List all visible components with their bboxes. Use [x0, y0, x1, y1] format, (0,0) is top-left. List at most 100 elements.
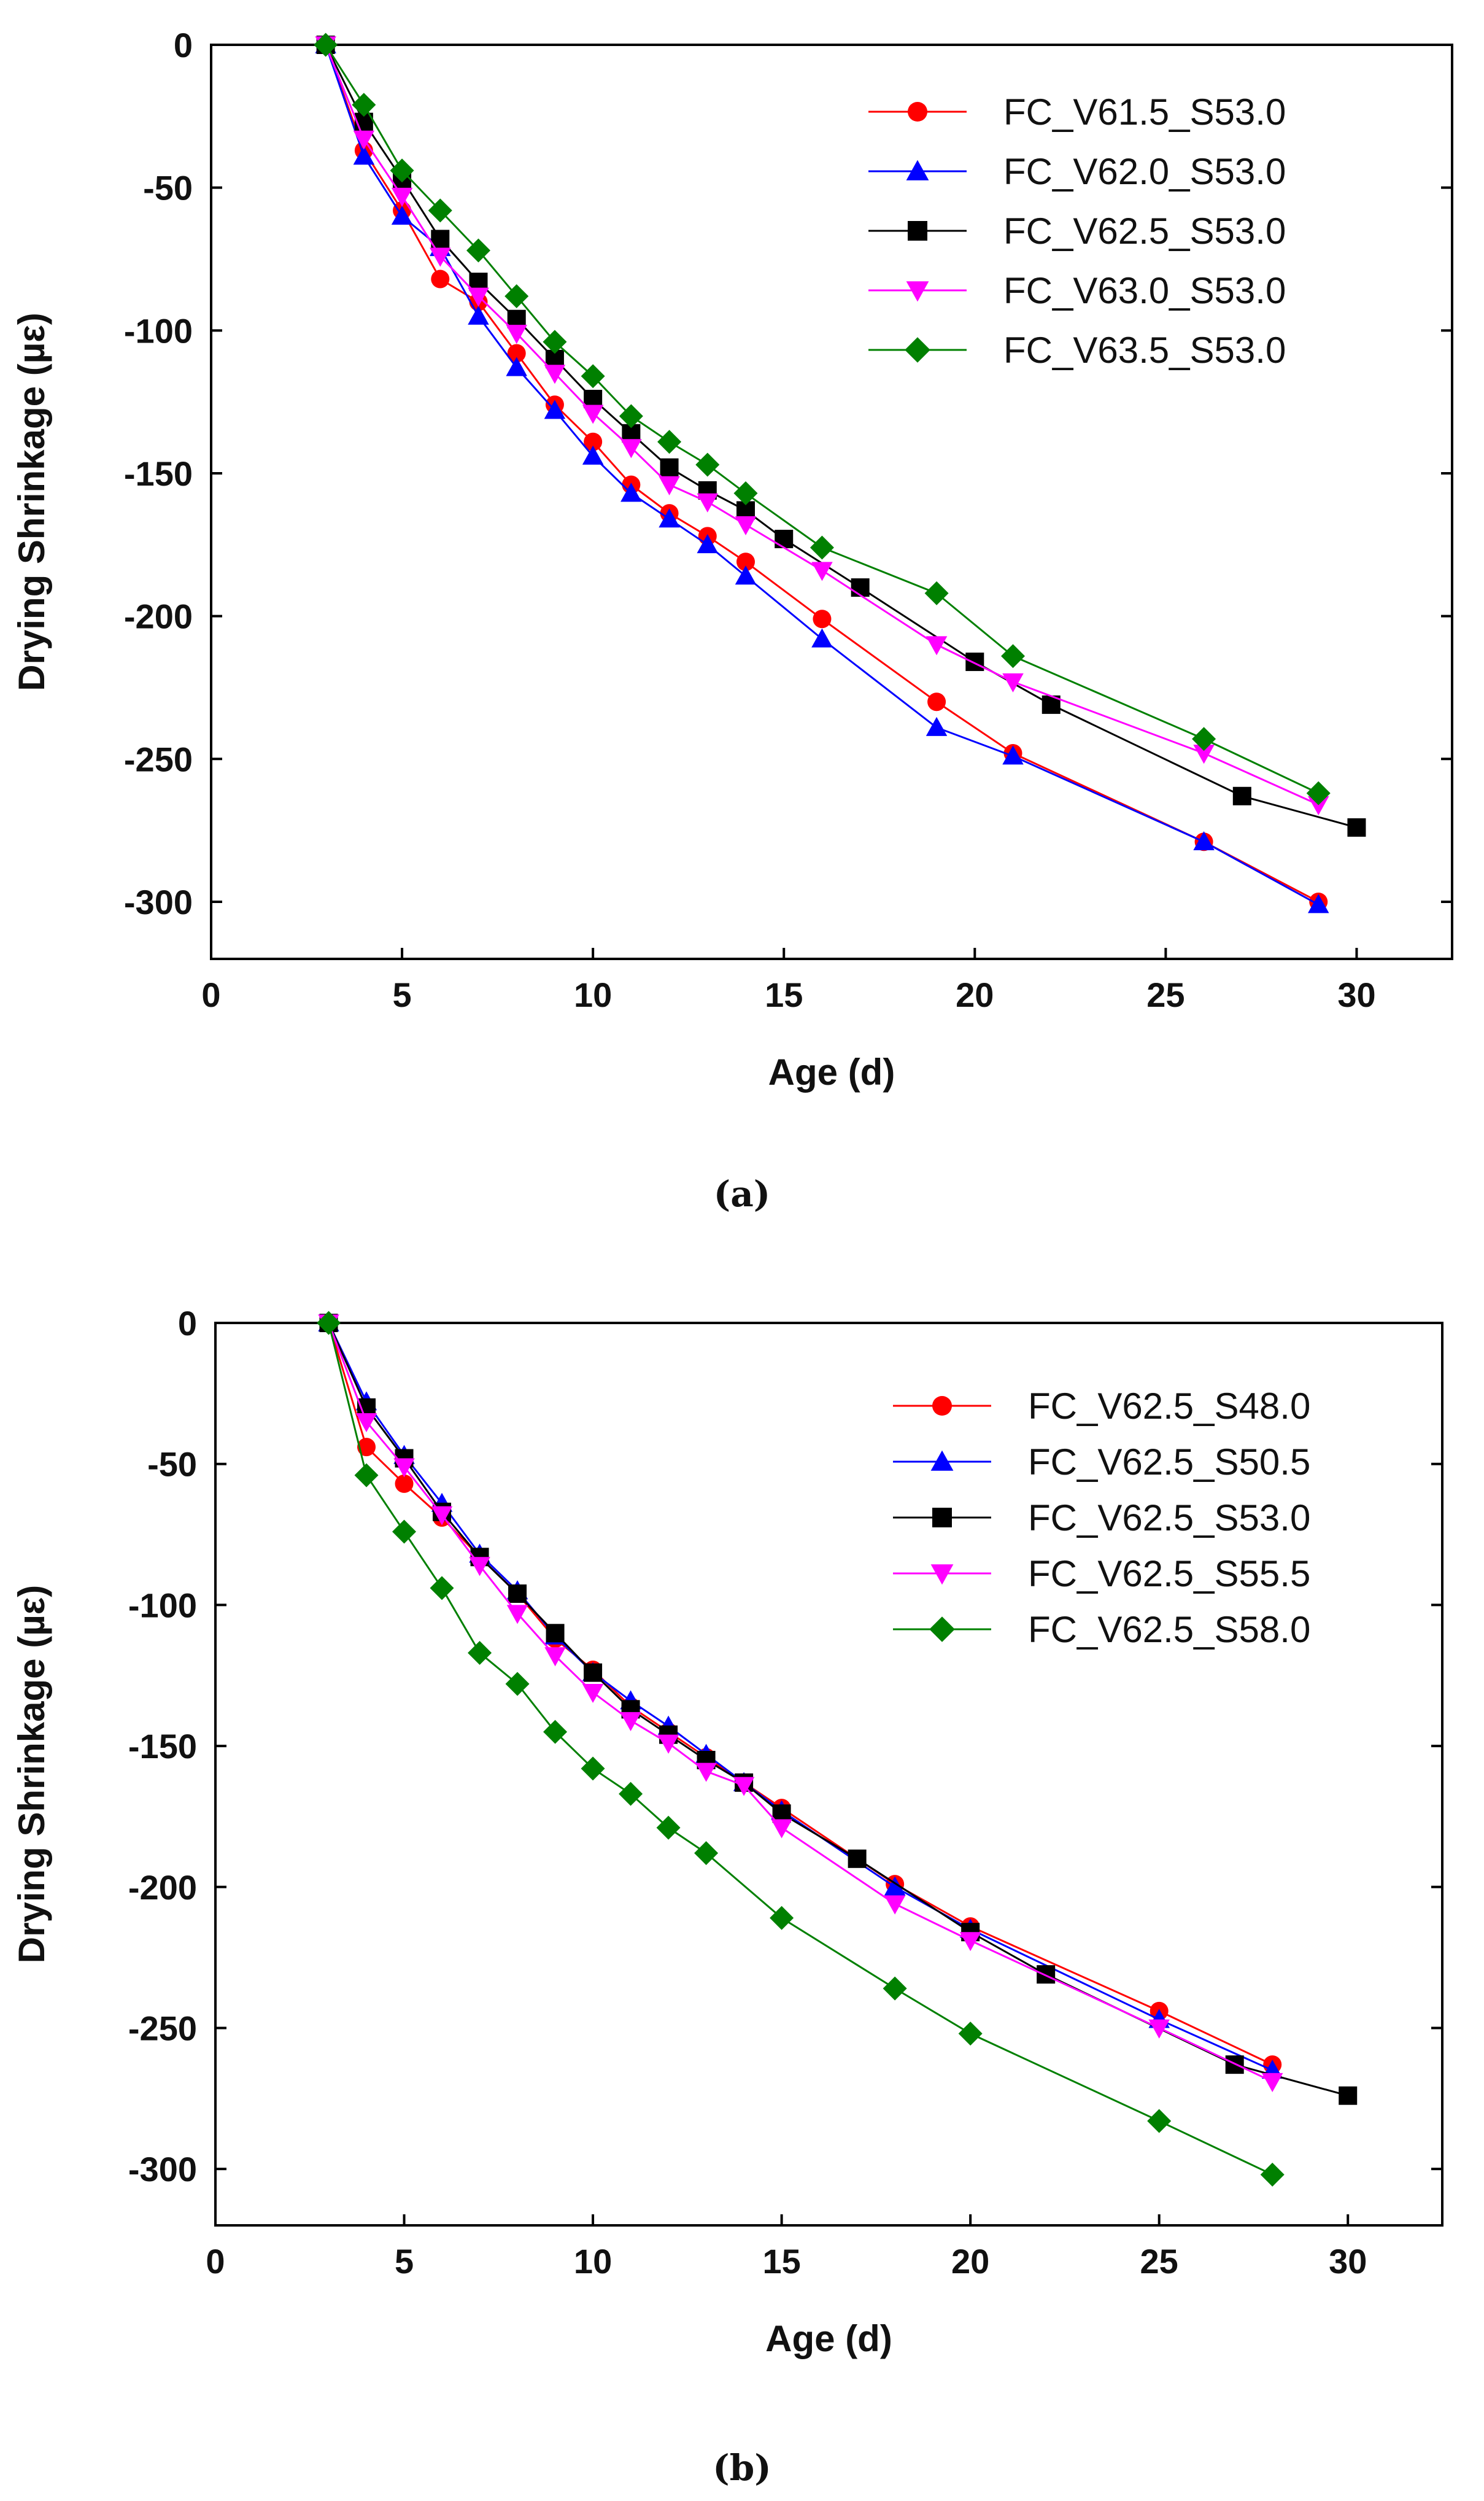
data-point: [1307, 894, 1329, 913]
data-point: [355, 1413, 377, 1433]
x-axis-label: Age (d): [768, 1052, 895, 1093]
data-point: [317, 1311, 341, 1335]
data-point: [695, 1762, 717, 1782]
plot-frame: [210, 44, 1453, 960]
data-point: [851, 578, 870, 597]
y-tick-label: -250: [124, 740, 193, 778]
data-point: [775, 529, 794, 548]
data-point: [884, 1895, 906, 1915]
data-point: [391, 205, 413, 225]
data-point: [771, 1819, 792, 1839]
panel-caption: (b): [713, 2447, 771, 2489]
data-point: [392, 1519, 417, 1544]
x-tick-label: 0: [206, 2242, 225, 2281]
y-tick-label: 0: [178, 1304, 197, 1343]
data-point: [848, 1849, 867, 1868]
data-point: [506, 1605, 528, 1624]
chart-panel-b: 0 -50 -100 -150 -200 -250 -300 0 5 10 15 20 25 30 Age …: [11, 1304, 1443, 2489]
data-point: [582, 445, 604, 465]
legend-label: FC_V62.5_S50.5: [1028, 1441, 1310, 1483]
data-point: [544, 365, 566, 384]
data-point: [1307, 796, 1329, 815]
data-point: [811, 628, 833, 648]
series-FC_V62.5_S55.5: [318, 1314, 1283, 2092]
legend-marker: [905, 337, 930, 363]
legend-label: FC_V63.0_S53.0: [1003, 270, 1286, 311]
series-line: [328, 1322, 1273, 2176]
data-point: [735, 565, 757, 585]
data-point: [468, 287, 489, 307]
series-FC_V62.5_S58.0: [317, 1311, 1285, 2187]
x-axis-label: Age (d): [765, 2318, 892, 2359]
data-point: [959, 1932, 981, 1952]
x-tick-label: 0: [201, 975, 220, 1014]
y-axis-label: Drying Shrinkage (µε): [11, 312, 52, 691]
data-point: [1306, 781, 1331, 805]
data-point: [1261, 2073, 1283, 2092]
data-point: [1339, 2086, 1358, 2105]
data-point: [1193, 831, 1215, 851]
data-point: [965, 653, 984, 672]
data-point: [924, 581, 949, 605]
x-tick-label: 10: [574, 2242, 612, 2281]
y-tick-label: -200: [124, 597, 193, 636]
data-point: [582, 1683, 604, 1704]
data-point: [884, 1876, 906, 1896]
data-point: [620, 483, 642, 502]
legend-label: FC_V62.5_S55.5: [1028, 1553, 1310, 1594]
x-tick-label: 20: [951, 2242, 989, 2281]
legend-marker: [908, 102, 927, 122]
data-point: [581, 364, 605, 389]
data-point: [544, 1647, 566, 1667]
data-point: [314, 33, 338, 57]
data-point: [619, 1782, 643, 1806]
series-FC_V63.5_S53.0: [314, 33, 1331, 805]
series-line: [328, 1322, 1273, 2066]
data-point: [584, 1663, 603, 1682]
series-line: [328, 1322, 1348, 2097]
data-point: [657, 430, 682, 454]
data-point: [958, 2022, 983, 2046]
data-point: [697, 534, 719, 554]
data-point: [1347, 818, 1366, 837]
legend-marker: [906, 281, 929, 302]
data-point: [733, 481, 758, 506]
data-point: [505, 1672, 530, 1696]
y-tick-label: -250: [128, 2009, 197, 2047]
data-point: [506, 357, 527, 376]
data-point: [1002, 673, 1024, 692]
data-point: [352, 93, 376, 117]
data-point: [390, 158, 414, 183]
legend-label: FC_V62.5_S53.0: [1028, 1497, 1310, 1538]
series-FC_V63.0_S53.0: [315, 36, 1329, 815]
data-point: [431, 1506, 453, 1526]
data-point: [735, 516, 757, 535]
data-point: [391, 187, 413, 207]
x-tick-label: 5: [395, 2242, 414, 2281]
data-point: [508, 1584, 527, 1603]
y-tick-label: -100: [124, 311, 193, 350]
data-point: [810, 535, 834, 560]
data-point: [543, 330, 567, 354]
data-point: [697, 493, 719, 513]
x-tick-label: 25: [1146, 975, 1184, 1014]
legend-marker: [930, 1564, 954, 1585]
data-point: [660, 458, 679, 477]
x-tick-label: 10: [574, 975, 612, 1014]
legend-label: FC_V62.5_S48.0: [1028, 1386, 1310, 1427]
data-point: [694, 1841, 719, 1866]
legend-marker: [906, 160, 929, 180]
y-axis-label: Drying Shrinkage (µε): [11, 1585, 52, 1963]
series-FC_V62.5_S53.0: [319, 1314, 1358, 2105]
data-point: [1260, 2162, 1285, 2187]
data-point: [733, 1777, 755, 1796]
data-point: [582, 405, 604, 424]
chart-panel-a: 0 -50 -100 -150 -200 -250 -300 0 5 10 15 20 25 30 Age …: [11, 26, 1453, 1215]
y-tick-label: -50: [147, 1445, 197, 1484]
data-point: [393, 1458, 415, 1478]
panel-caption: (a): [714, 1173, 770, 1215]
x-tick-label: 15: [765, 975, 803, 1014]
x-tick-label: 15: [762, 2242, 800, 2281]
data-point: [1037, 1965, 1056, 1984]
